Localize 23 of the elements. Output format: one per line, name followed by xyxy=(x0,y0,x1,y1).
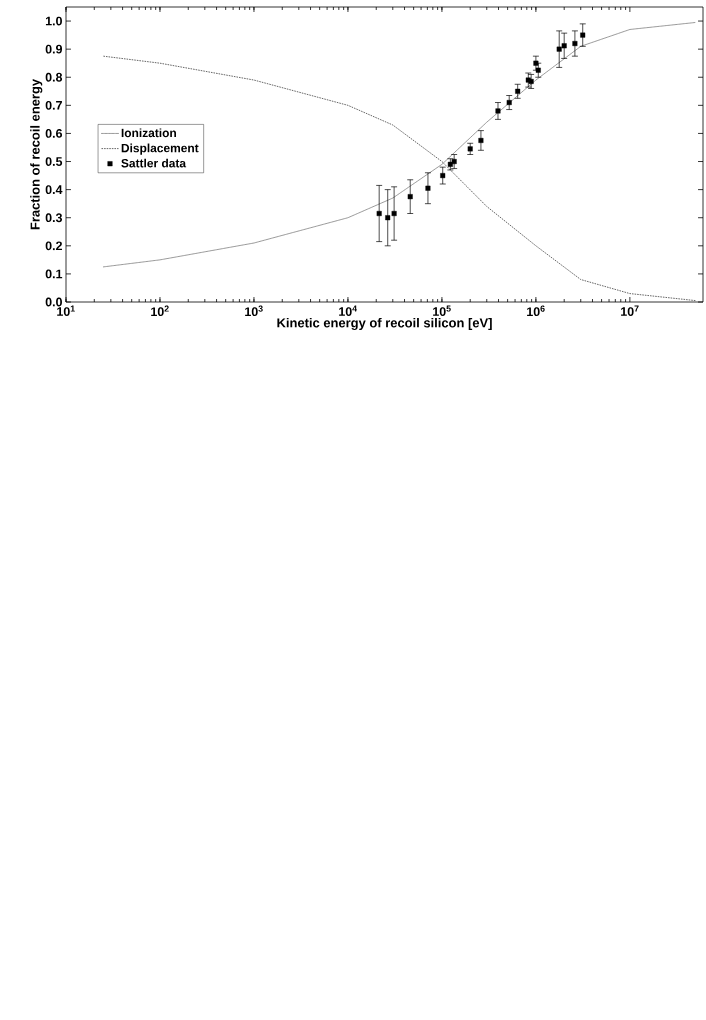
y-tick-label: 0.1 xyxy=(45,269,63,279)
y-tick-label: 0.4 xyxy=(45,185,63,195)
x-tick-label: 10$^{7}$ xyxy=(621,305,639,316)
x-axis-title: Kinetic energy of recoil silicon [eV] xyxy=(277,317,492,331)
y-tick-label: 0.8 xyxy=(45,72,63,82)
legend-label: Displacement xyxy=(121,143,199,155)
y-axis-title: Fraction of recoil energy xyxy=(30,79,43,230)
y-tick-label: 0.0 xyxy=(45,297,62,307)
y-tick-label: 0.2 xyxy=(45,241,62,251)
legend-label: Ionization xyxy=(121,128,176,138)
x-tick-label: 10$^{1}$ xyxy=(57,305,75,316)
legend-label: Sattler data xyxy=(121,158,187,168)
x-tick-label: 10$^{5}$ xyxy=(433,305,451,316)
y-tick-label: 1.0 xyxy=(45,16,62,26)
x-tick-label: 10$^{4}$ xyxy=(339,305,357,316)
y-tick-label: 0.9 xyxy=(45,44,63,54)
x-tick-label: 10$^{3}$ xyxy=(245,305,263,317)
x-tick-label: 10$^{6}$ xyxy=(527,305,545,317)
x-tick-label: 10$^{2}$ xyxy=(151,305,169,317)
y-tick-label: 0.6 xyxy=(45,129,63,138)
y-tick-label: 0.3 xyxy=(45,213,63,223)
y-tick-label: 0.5 xyxy=(45,157,63,166)
y-tick-label: 0.7 xyxy=(45,100,62,110)
